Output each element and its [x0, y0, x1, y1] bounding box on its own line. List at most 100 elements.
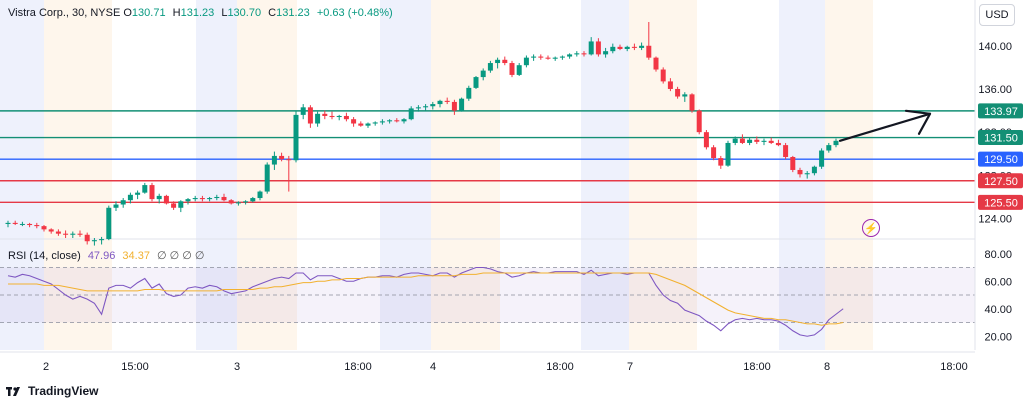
candle-body: [826, 145, 832, 151]
level-price-label: 127.50: [984, 176, 1018, 188]
candle-body: [408, 108, 414, 120]
candle-body: [91, 240, 97, 242]
candle-body: [221, 196, 227, 201]
rsi-tick-label: 80.00: [984, 249, 1012, 261]
candle-body: [235, 202, 241, 204]
brand-footer[interactable]: TradingView: [6, 384, 98, 398]
change-value: +0.63 (+0.48%): [316, 7, 393, 19]
candle-body: [718, 158, 724, 166]
candle-body: [451, 101, 457, 111]
horizontal-levels: [0, 110, 975, 204]
time-tick-label: 18:00: [743, 361, 771, 373]
time-tick-label: 3: [234, 361, 240, 373]
candle-body: [833, 140, 839, 146]
session-band: [825, 0, 873, 350]
candle-body: [531, 56, 537, 58]
candle-body: [588, 41, 594, 55]
open-key: O: [123, 7, 132, 19]
candle-body: [401, 119, 407, 122]
candle-body: [783, 145, 789, 157]
level-price-tag: [978, 173, 1023, 189]
candle-body: [502, 59, 508, 64]
candle-body: [545, 57, 551, 59]
candle-body: [394, 120, 400, 122]
arrow-head: [904, 109, 932, 135]
session-band: [196, 0, 237, 350]
candle-body: [149, 185, 155, 200]
candle-body: [207, 198, 213, 200]
session-band: [44, 0, 112, 350]
session-band: [431, 0, 500, 350]
candle-body: [703, 132, 709, 148]
candle-body: [595, 41, 601, 55]
candle-body: [552, 57, 558, 59]
brand-name: TradingView: [28, 384, 99, 398]
candle-body: [228, 200, 234, 204]
candle-body: [567, 54, 573, 57]
candle-body: [660, 69, 666, 82]
currency-button[interactable]: USD: [979, 4, 1015, 26]
candle-body: [84, 234, 90, 242]
rsi-tick-label: 60.00: [984, 276, 1012, 288]
time-axis: 2 15:00 3 18:00 4 18:00 7 18:00 8 18:00: [0, 351, 975, 373]
candle-body: [163, 195, 169, 204]
open-value: 130.71: [131, 7, 166, 19]
lightning-icon[interactable]: ⚡: [862, 219, 880, 237]
candle-body: [581, 53, 587, 55]
candle-body: [70, 233, 76, 235]
price-tick-label: 124.00: [978, 214, 1012, 226]
candle-body: [682, 94, 688, 97]
candle-body: [77, 233, 83, 235]
candle-body: [55, 231, 61, 234]
candle-body: [509, 63, 515, 75]
candle-body: [480, 70, 486, 78]
candle-body: [675, 88, 681, 97]
candle-body: [372, 122, 378, 124]
rsi-header[interactable]: RSI (14, close) 47.96 34.37 ∅ ∅ ∅ ∅: [8, 249, 205, 262]
time-tick-label: 4: [430, 361, 436, 373]
candle-body: [12, 222, 18, 224]
candle-body: [739, 138, 745, 143]
candle-body: [19, 223, 25, 225]
candle-body: [610, 46, 616, 52]
symbol-header: Vistra Corp., 30, NYSE O130.71 H131.23 L…: [8, 7, 393, 19]
candle-body: [142, 185, 148, 193]
candle-body: [48, 229, 54, 232]
candle-body: [473, 77, 479, 88]
time-tick-label: 18:00: [940, 361, 968, 373]
candle-body: [300, 107, 306, 115]
candle-body: [199, 198, 205, 200]
candle-body: [437, 100, 443, 105]
rsi-ma-value: 34.37: [122, 250, 150, 262]
time-tick-label: 2: [43, 361, 49, 373]
rsi-pane: [0, 266, 975, 337]
session-band: [779, 0, 825, 350]
candle-body: [243, 201, 249, 203]
candle-body: [351, 119, 357, 124]
price-tick-label: 140.00: [978, 41, 1012, 53]
candle-body: [775, 142, 781, 146]
candle-body: [790, 157, 796, 170]
candle-body: [415, 107, 421, 109]
candle-body: [329, 115, 335, 118]
rsi-tick-label: 20.00: [984, 331, 1012, 343]
candle-body: [322, 113, 328, 116]
high-value: 131.23: [180, 7, 215, 19]
candle-body: [689, 94, 695, 111]
session-band: [581, 0, 629, 350]
candle-body: [336, 115, 342, 118]
candle-body: [631, 46, 637, 48]
candle-body: [711, 147, 717, 159]
candle-body: [747, 139, 753, 143]
candle-body: [639, 45, 645, 48]
tradingview-logo-icon: [6, 386, 20, 396]
candle-body: [379, 121, 385, 123]
session-background: [0, 0, 873, 350]
candle-body: [646, 45, 652, 58]
candle-body: [271, 155, 277, 165]
arrow-shaft: [838, 112, 932, 142]
trend-arrow: [838, 109, 932, 142]
level-price-label: 129.50: [984, 154, 1018, 166]
candle-body: [696, 110, 702, 133]
